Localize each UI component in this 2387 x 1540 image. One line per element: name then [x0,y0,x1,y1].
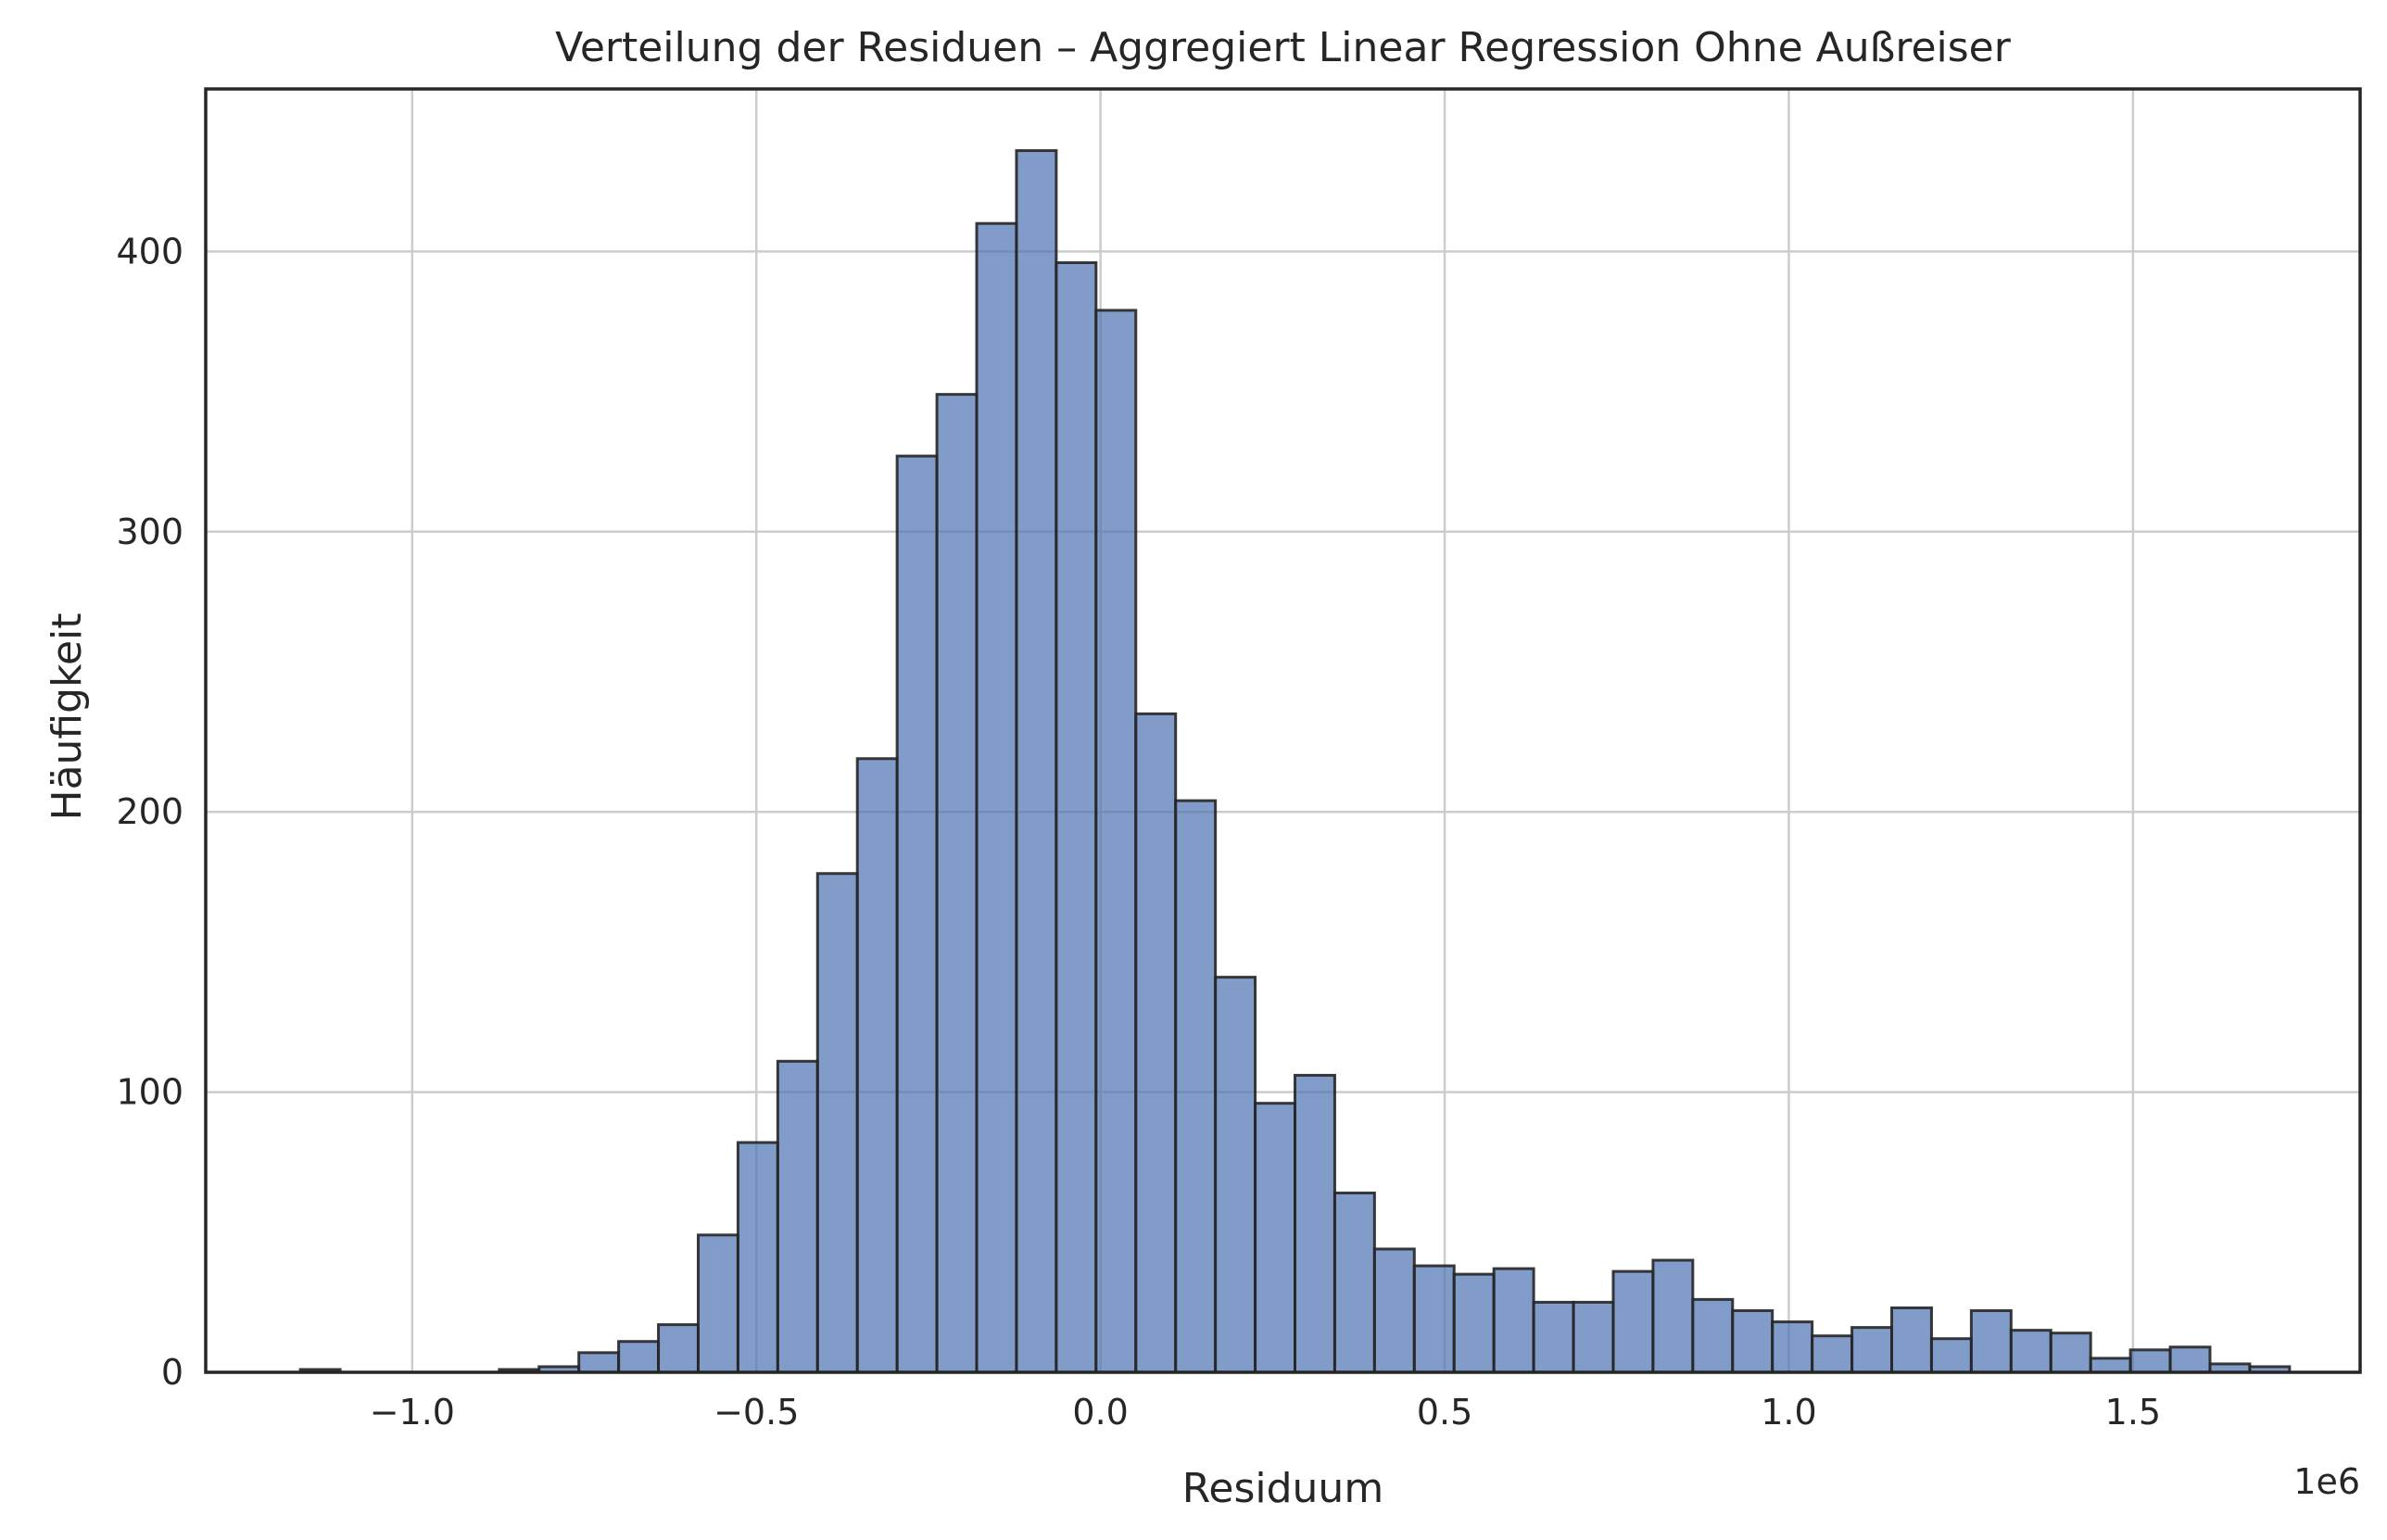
histogram-bar [1651,1258,1695,1374]
x-tick-label: −1.0 [370,1392,455,1433]
histogram-bar [1572,1300,1615,1374]
x-tick-labels: −1.0 −0.5 0.0 0.5 1.0 1.5 [370,1392,2161,1433]
chart-title: Verteilung der Residuen – Aggregiert Lin… [555,24,2012,71]
histogram-bar [1015,149,1058,1374]
plot-frame [204,87,2362,1374]
histogram-bar [1254,1102,1296,1374]
histogram-bar [657,1323,700,1374]
x-tick-label: 0.0 [1072,1392,1128,1433]
x-tick-label: −0.5 [714,1392,799,1433]
histogram-bar [2089,1357,2132,1374]
histogram-bar [2128,1348,2172,1374]
histogram-bar [696,1233,739,1374]
histogram-bar [1969,1308,2013,1374]
histogram-bar [1850,1326,1894,1374]
histogram-bar [1811,1334,1854,1374]
histogram-bar [1452,1272,1496,1374]
histogram-bar [975,221,1018,1374]
histogram-bar [1214,976,1257,1374]
histogram-bar [1372,1247,1416,1374]
histogram-bar [577,1351,621,1374]
y-axis-label: Häufigkeit [44,612,91,820]
histogram-bar [2049,1332,2092,1374]
y-tick-label: 300 [116,511,183,552]
histogram-bar [1055,260,1098,1374]
y-tick-label: 400 [116,231,183,271]
y-tick-labels: 0 100 200 300 400 [116,231,183,1393]
histogram-bar [617,1340,661,1374]
x-tick-label: 0.5 [1417,1392,1472,1433]
x-tick-label: 1.0 [1761,1392,1816,1433]
histogram-bar [815,872,859,1374]
histogram-bar [1412,1264,1456,1374]
x-tick-label: 1.5 [2105,1392,2161,1433]
histogram-bar [2009,1329,2052,1374]
histogram-bar [1532,1300,1575,1374]
histogram-bar [1731,1308,1774,1374]
histogram-bar [1293,1073,1336,1374]
histogram-bar [1094,309,1138,1374]
histogram-bar [736,1141,779,1374]
y-tick-label: 100 [116,1072,183,1113]
x-axis-offset-label: 1e6 [2293,1461,2360,1502]
histogram-bar [1771,1320,1814,1374]
histogram-bar [1492,1267,1535,1374]
histogram-bar [1134,712,1178,1374]
histogram-bar [855,757,899,1374]
histogram-bar [1691,1297,1735,1374]
histogram-bar [1890,1306,1933,1374]
x-axis-label: Residuum [1182,1465,1383,1512]
histogram-bar [1929,1337,1973,1374]
histogram-bar [2168,1345,2212,1374]
histogram-bar [1611,1269,1655,1374]
histogram-bar [1332,1191,1376,1374]
histogram-bar [776,1059,819,1374]
y-tick-label: 200 [116,791,183,832]
histogram-bar [895,454,939,1374]
y-tick-label: 0 [161,1352,183,1393]
histogram-bar [1174,799,1218,1374]
histogram-bar [935,393,979,1374]
